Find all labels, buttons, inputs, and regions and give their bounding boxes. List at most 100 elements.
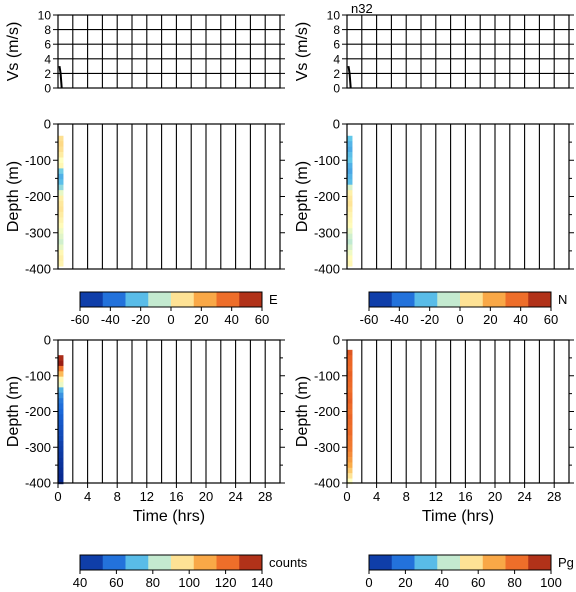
heatmap-cell: [347, 195, 353, 202]
heatmap-cell: [58, 184, 64, 191]
colorbar-tick-label: 120: [215, 575, 237, 590]
y-tick-label: -100: [314, 153, 340, 168]
heatmap-cell: [347, 392, 353, 399]
colorbar-segment: [391, 555, 415, 570]
y-tick-label: -300: [25, 225, 51, 240]
heatmap-cell: [58, 467, 64, 474]
colorbar-segment: [125, 292, 149, 307]
colorbar-tick-label: -20: [420, 312, 439, 327]
colorbar-tick-label: -60: [360, 312, 379, 327]
x-tick-label: 4: [373, 489, 380, 504]
heatmap-cell: [347, 168, 353, 175]
colorbar-tick-label: 0: [365, 575, 372, 590]
heatmap-cell: [58, 355, 64, 361]
heatmap-cell: [347, 233, 353, 240]
heatmap-cell: [58, 387, 64, 394]
heatmap-cell: [58, 360, 64, 367]
y-tick-label: -100: [25, 368, 51, 383]
colorbar-segment: [148, 292, 172, 307]
x-axis-label: Time (hrs): [133, 508, 205, 525]
figure-label: n32: [351, 1, 373, 16]
heatmap-cell: [347, 467, 353, 474]
heatmap-cell: [58, 179, 64, 186]
plot-frame: [346, 123, 570, 270]
colorbar-tick-label: 20: [194, 312, 208, 327]
colorbar-tick-label: 0: [456, 312, 463, 327]
colorbar-segment: [239, 292, 263, 307]
heatmap-cell: [58, 135, 64, 142]
heatmap-cell: [58, 408, 64, 415]
heatmap-cell: [347, 146, 353, 153]
heatmap-cell: [58, 457, 64, 463]
colorbar-frame: [368, 554, 552, 571]
colorbar-segment: [102, 292, 126, 307]
y-tick-label: -100: [25, 153, 51, 168]
colorbar-segment: [239, 555, 263, 570]
heatmap-cell: [347, 349, 353, 356]
heatmap-cell: [347, 260, 353, 267]
y-tick-label: -400: [25, 476, 51, 491]
heatmap-cell: [58, 249, 64, 256]
y-tick-label: 10: [38, 9, 52, 23]
y-tick-label: -100: [314, 368, 340, 383]
heatmap-cell: [347, 162, 353, 169]
heatmap-cell: [58, 244, 64, 251]
y-axis-label: Depth (m): [294, 376, 311, 447]
colorbar-segment: [80, 555, 104, 570]
heatmap-cell: [58, 157, 64, 164]
heatmap-cell: [347, 365, 353, 372]
heatmap-cell: [347, 387, 353, 394]
plot-frame: [57, 339, 281, 484]
y-tick-label: -300: [314, 225, 340, 240]
heatmap-cell: [58, 201, 64, 207]
colorbar-Pg: 0 20 40 60 80 100 Pg: [365, 554, 574, 590]
y-tick-label: 0: [333, 117, 340, 132]
heatmap-cell: [347, 414, 353, 420]
colorbar-segment: [369, 555, 393, 570]
x-tick-label: 28: [258, 489, 272, 504]
y-tick-label: -400: [314, 476, 340, 491]
y-tick-label: 6: [333, 38, 340, 52]
colorbar-tick-label: -40: [101, 312, 120, 327]
colorbar-segment: [437, 292, 461, 307]
y-tick-label: -400: [314, 262, 340, 277]
heatmap-cell: [347, 398, 353, 404]
colorbar-segment: [216, 555, 240, 570]
colorbar-tick-label: 100: [178, 575, 200, 590]
heatmap-cell: [58, 162, 64, 169]
heatmap-cell: [58, 440, 64, 447]
heatmap-cell: [58, 473, 64, 479]
heatmap-cell: [347, 376, 353, 383]
heatmap-cell: [347, 190, 353, 196]
colorbar-E: -60 -40 -20 0 20 40 60E: [71, 291, 278, 327]
heatmap-cell: [58, 168, 64, 175]
y-axis-label: Depth (m): [294, 161, 311, 232]
heatmap-cell: [347, 473, 353, 479]
y-tick-label: 2: [333, 67, 340, 81]
heatmap-cell: [58, 152, 64, 158]
heatmap-cell: [347, 462, 353, 469]
plot-frame: [57, 123, 281, 270]
colorbar-segment: [505, 292, 529, 307]
colorbar-tick-label: -40: [390, 312, 409, 327]
colorbar-tick-label: 60: [544, 312, 558, 327]
heatmap-cell: [347, 446, 353, 453]
colorbar-tick-label: -60: [71, 312, 90, 327]
heatmap-cell: [58, 228, 64, 234]
heatmap-cell: [347, 184, 353, 191]
colorbar-tick-label: 0: [167, 312, 174, 327]
colorbar-tick-label: 140: [251, 575, 273, 590]
x-tick-label: 16: [169, 489, 183, 504]
x-tick-label: 8: [403, 489, 410, 504]
heatmap-cell: [347, 355, 353, 361]
heatmap-cell: [58, 376, 64, 383]
panel-depth-N: 0 -100 -200 -300 -400 Depth (m): [294, 117, 574, 277]
y-axis-label: Depth (m): [5, 376, 22, 447]
heatmap-cell: [347, 201, 353, 207]
colorbar-segment: [414, 292, 438, 307]
y-tick-label: 10: [327, 9, 341, 23]
x-tick-label: 0: [54, 489, 61, 504]
heatmap-cell: [58, 173, 64, 180]
plot-frame: [346, 339, 570, 484]
